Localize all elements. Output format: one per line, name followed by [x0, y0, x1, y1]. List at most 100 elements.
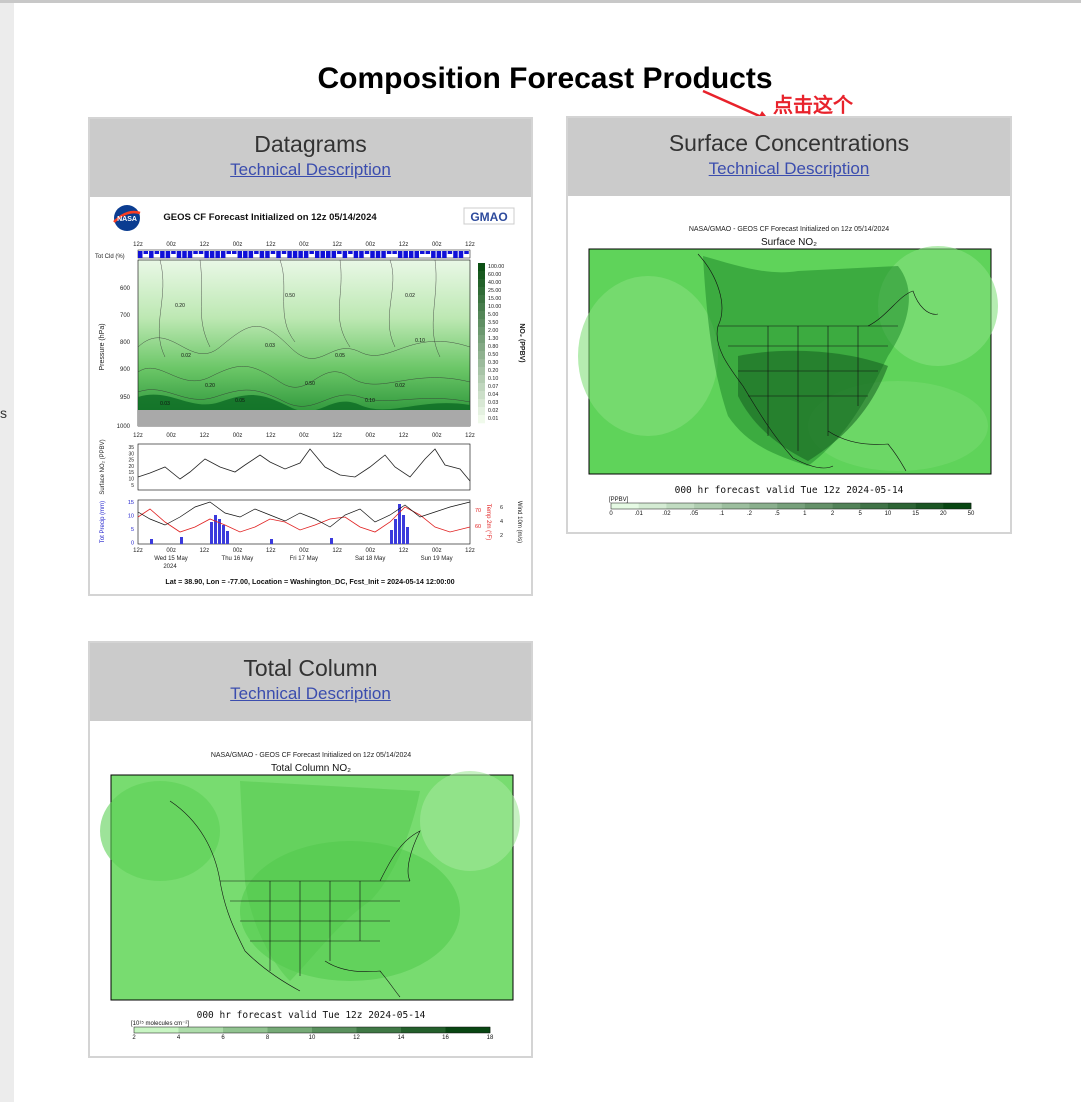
- year-label: 2024: [163, 564, 177, 570]
- cloud-block: [226, 251, 231, 254]
- wind-tick-label: 6: [500, 505, 503, 511]
- colorbar-tick-label: .2: [747, 511, 753, 517]
- colorbar-swatch: [478, 319, 485, 328]
- column-map-borders: [169, 800, 421, 998]
- surface-no2-line: [137, 448, 471, 482]
- precip-tick-label: 15: [128, 500, 134, 506]
- technical-description-link[interactable]: Technical Description: [708, 159, 870, 178]
- colorbar-tick-label: .02: [662, 511, 671, 517]
- colorbar-tick-label: 3.50: [488, 320, 498, 326]
- precip-bars: [150, 504, 409, 544]
- cloud-block: [215, 251, 220, 258]
- colorbar-swatch: [178, 1027, 224, 1033]
- cloud-block: [281, 251, 287, 254]
- cloud-block: [232, 251, 237, 254]
- surface-tick-label: 35: [128, 445, 134, 451]
- colorbar-tick-label: 10.00: [488, 304, 501, 310]
- colorbar-swatch: [478, 367, 485, 376]
- time-tick-label: 12z: [332, 433, 342, 439]
- cloud-block: [171, 251, 176, 254]
- time-tick-label: 12z: [200, 433, 210, 439]
- colorbar-swatch: [749, 503, 778, 509]
- pressure-axis-label: Pressure (hPa): [99, 323, 106, 370]
- cloud-block: [420, 251, 425, 254]
- colorbar-swatch: [478, 311, 485, 320]
- time-tick-label: 12z: [465, 548, 475, 554]
- cloud-block: [364, 251, 370, 254]
- surface-no2-axis-label: Surface NO₂ (PPBV): [100, 439, 106, 494]
- time-tick-label: 12z: [266, 548, 276, 554]
- cloud-block: [397, 251, 403, 258]
- cloud-block: [149, 251, 154, 258]
- colorbar-tick-label: .5: [775, 511, 781, 517]
- time-tick-label: 12z: [332, 548, 342, 554]
- colorbar-swatch: [134, 1027, 179, 1033]
- card-header: Total Column Technical Description: [90, 643, 531, 721]
- cloud-block: [220, 251, 226, 258]
- colorbar-swatch: [666, 503, 695, 509]
- cloud-block: [276, 251, 281, 258]
- cloud-block: [143, 251, 149, 254]
- cloud-block: [370, 251, 375, 258]
- colorbar-tick-label: 0.50: [488, 352, 498, 358]
- cloud-block: [292, 251, 298, 258]
- surface-map-shading: [578, 246, 998, 471]
- wind-tick-label: 4: [500, 519, 503, 525]
- colorbar-swatch: [694, 503, 723, 509]
- colorbar-tick-label: .1: [719, 511, 725, 517]
- temp-tick-label: 60: [475, 524, 481, 530]
- map-header: NASA/GMAO - GEOS CF Forecast Initialized…: [689, 226, 889, 233]
- surface-band: [138, 394, 470, 426]
- sidebar-text-fragment: s: [0, 405, 7, 421]
- pressure-tick-label: 900: [120, 367, 131, 373]
- colorbar-tick-label: 0.01: [488, 416, 498, 422]
- cloud-block: [287, 251, 292, 258]
- time-tick-label: 12z: [465, 433, 475, 439]
- time-tick-label: 00z: [166, 548, 176, 554]
- no2-colorbar: 100.00 60.00 40.00 25.00 15.00 10.00 5.00 3.50 2…: [478, 263, 504, 424]
- colorbar-unit: [PPBV]: [609, 497, 629, 503]
- surface-colorbar: 0 .01 .02 .05 .1 .2 .5 1 2 5 10 15 20 50: [609, 502, 975, 517]
- contour-label: 0.20: [175, 303, 185, 309]
- datagram-image[interactable]: NASA GEOS CF Forecast Initialized on 12z…: [90, 197, 531, 594]
- cloud-block: [248, 251, 254, 258]
- time-tick-label: 12z: [200, 242, 210, 248]
- page-title: Composition Forecast Products: [317, 62, 773, 96]
- time-tick-label: 12z: [465, 242, 475, 248]
- time-tick-label: 12z: [133, 242, 143, 248]
- nasa-logo-icon: NASA: [113, 205, 141, 231]
- colorbar-tick-label: 10: [885, 511, 892, 517]
- colorbar-tick-label: 0.10: [488, 376, 498, 382]
- time-tick-label: 12z: [399, 548, 409, 554]
- pressure-tick-label: 700: [120, 313, 131, 319]
- cloud-block: [464, 251, 469, 254]
- time-tick-label: 00z: [432, 242, 442, 248]
- cloud-block: [359, 251, 364, 258]
- card-title: Datagrams: [254, 131, 367, 157]
- surface-tick-label: 15: [128, 470, 134, 476]
- contour-label: 0.02: [405, 293, 415, 299]
- cloud-block: [453, 251, 458, 258]
- gmao-logo-icon: GMAO: [463, 207, 515, 225]
- technical-description-link[interactable]: Technical Description: [230, 684, 391, 703]
- colorbar-swatch: [611, 503, 639, 509]
- surface-no2-map-image[interactable]: NASA/GMAO - GEOS CF Forecast Initialized…: [568, 196, 1010, 532]
- technical-description-link[interactable]: Technical Description: [230, 160, 391, 179]
- no2-curtain-plot: [137, 259, 471, 427]
- colorbar-swatch: [401, 1027, 446, 1033]
- colorbar-tick-label: 0.02: [488, 408, 498, 414]
- contour-label: 0.03: [160, 401, 170, 407]
- colorbar-tick-label: 40.00: [488, 280, 501, 286]
- colorbar-tick-label: .05: [690, 511, 699, 517]
- contour-label: 0.10: [415, 338, 425, 344]
- bottom-time-labels: 12z 00z 12z 00z 12z 00z 12z 00z 12z 00z 12z: [133, 548, 475, 554]
- cloud-block: [309, 251, 314, 254]
- total-column-map-image[interactable]: NASA/GMAO - GEOS CF Forecast Initialized…: [90, 721, 531, 1056]
- time-tick-label: 00z: [366, 548, 376, 554]
- cloud-block: [187, 251, 193, 258]
- colorbar-unit-label: NO₂ (PPBV): [518, 323, 525, 362]
- cloud-block: [314, 251, 320, 258]
- colorbar-swatch: [478, 295, 485, 304]
- pressure-tick-label: 800: [120, 340, 131, 346]
